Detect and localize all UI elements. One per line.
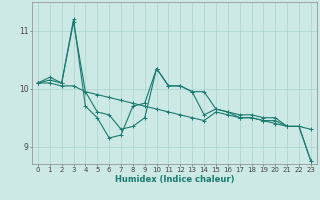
X-axis label: Humidex (Indice chaleur): Humidex (Indice chaleur) [115, 175, 234, 184]
